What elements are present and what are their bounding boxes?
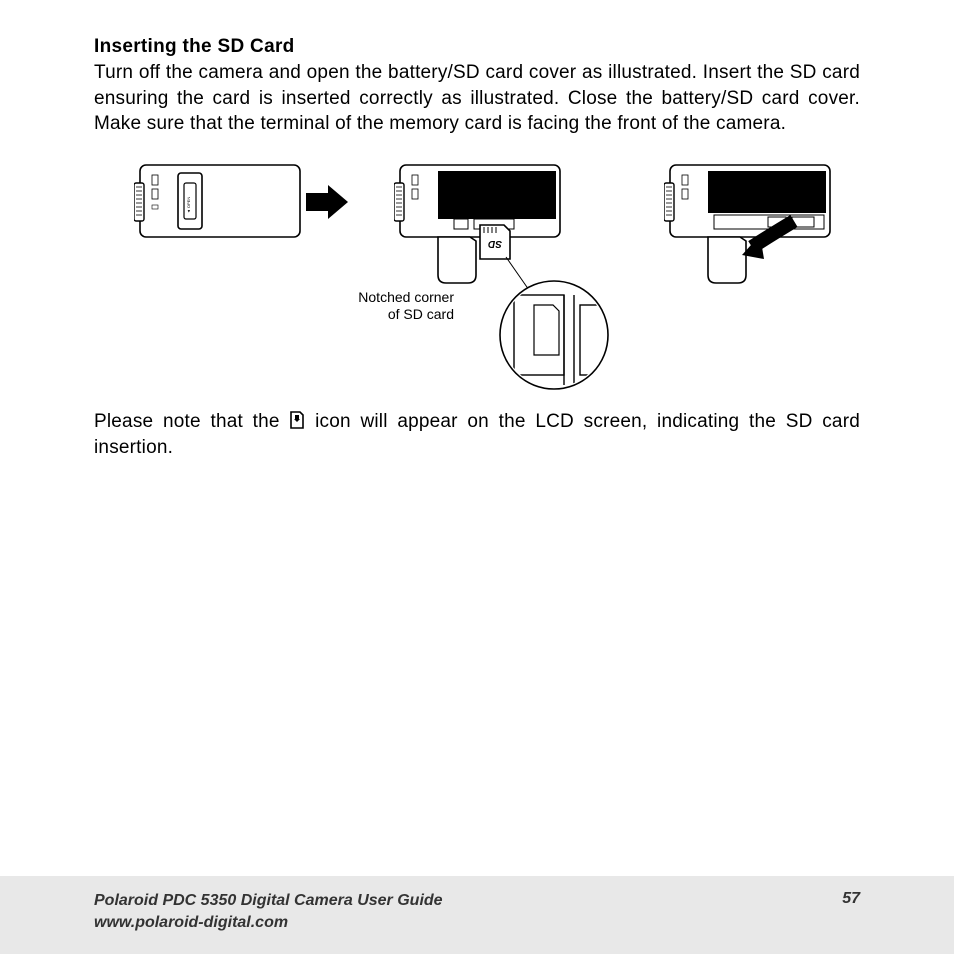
footer-url: www.polaroid-digital.com [94,912,443,934]
footer-title: Polaroid PDC 5350 Digital Camera User Gu… [94,890,443,912]
arrow-icon [306,185,348,219]
diagram-step-1: ◄ OPEN [134,155,354,245]
sd-indicator-icon [289,411,305,429]
camera-closing-svg [664,155,854,285]
callout-label: Notched corner of SD card [334,289,454,323]
section-heading: Inserting the SD Card [94,36,860,58]
diagram-step-2: SD [394,155,624,395]
callout-line1: Notched corner [358,289,454,305]
paragraph-note: Please note that the icon will appear on… [94,409,860,460]
camera-open-sd-svg: SD [394,155,624,395]
sd-card-icon: SD [480,225,510,259]
svg-text:SD: SD [488,238,502,249]
svg-text:◄ OPEN: ◄ OPEN [186,197,191,214]
page-footer: Polaroid PDC 5350 Digital Camera User Gu… [0,876,954,954]
footer-left: Polaroid PDC 5350 Digital Camera User Gu… [94,890,443,933]
diagram-row: ◄ OPEN [134,155,854,395]
paragraph-main: Turn off the camera and open the battery… [94,60,860,137]
footer-page-number: 57 [842,890,860,908]
note-before: Please note that the [94,411,289,432]
camera-closed-svg: ◄ OPEN [134,155,354,245]
diagram-step-3 [664,155,854,285]
callout-line2: of SD card [388,306,454,322]
